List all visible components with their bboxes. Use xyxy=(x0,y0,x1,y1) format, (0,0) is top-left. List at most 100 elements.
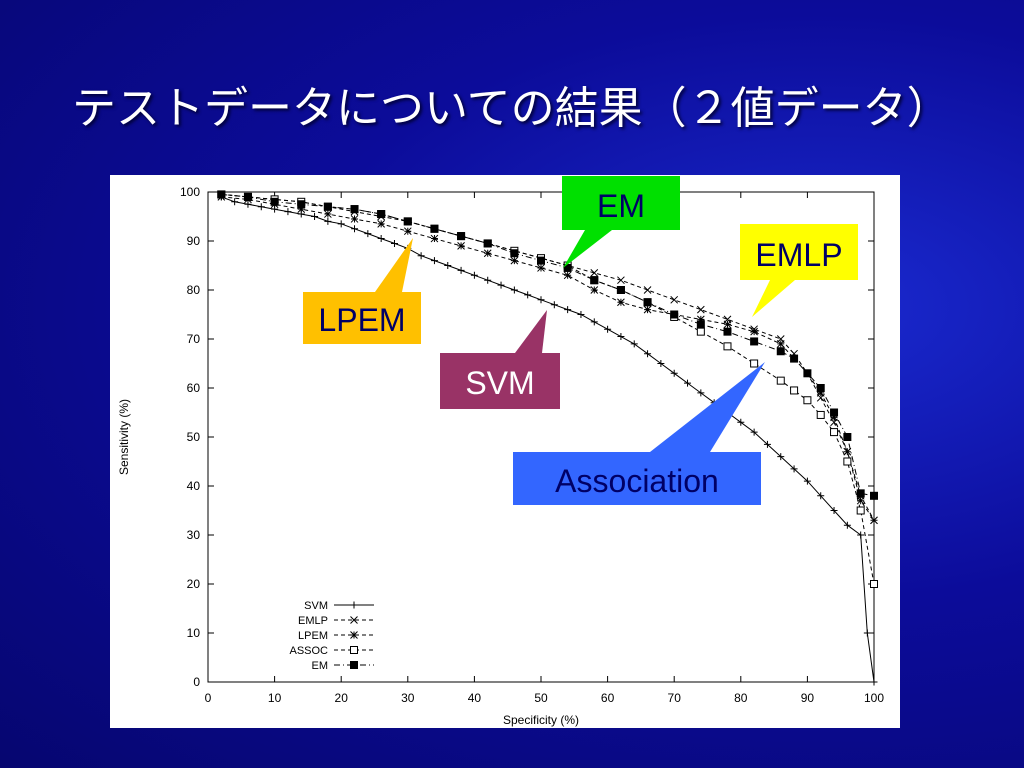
y-tick-label: 30 xyxy=(187,528,201,542)
series-svm-point xyxy=(590,318,598,326)
series-em-point xyxy=(790,354,799,363)
series-svm-point xyxy=(337,220,345,228)
legend-label: EMLP xyxy=(298,615,328,627)
series-em-point xyxy=(870,491,878,500)
series-lpem-point xyxy=(870,516,878,525)
legend-lpem-point xyxy=(350,631,358,639)
series-svm-point xyxy=(497,281,505,289)
series-em-point xyxy=(563,263,572,272)
series-em-point xyxy=(590,276,599,285)
x-tick-label: 10 xyxy=(268,691,282,705)
series-svm-point xyxy=(604,325,612,333)
series-em-point xyxy=(483,239,492,248)
y-axis-ticks: 0 10 20 30 40 50 60 70 80 90 100 xyxy=(180,185,874,689)
series-svm-point xyxy=(803,477,811,485)
legend-label: ASSOC xyxy=(289,645,328,657)
y-tick-label: 10 xyxy=(187,626,201,640)
series-assoc xyxy=(217,190,878,588)
x-tick-label: 90 xyxy=(801,691,815,705)
series-lpem-point xyxy=(856,496,865,505)
series-em-point xyxy=(616,286,625,294)
series-emlp-line xyxy=(221,193,875,521)
series-emlp-point xyxy=(617,276,625,285)
sensitivity-specificity-chart: 0 10 20 30 40 50 60 70 80 90 100 0 10 20 30 40 50 60 70 80… xyxy=(117,185,884,727)
series-svm-point xyxy=(577,311,585,318)
series-svm-point xyxy=(457,266,465,274)
series-em-point xyxy=(537,256,545,265)
series-svm-point xyxy=(444,262,452,269)
series-lpem-point xyxy=(297,205,306,214)
x-tick-label: 30 xyxy=(401,691,415,705)
legend: SVM EMLP LPEM ASSOC EM xyxy=(289,600,374,672)
series-svm-point xyxy=(870,678,878,686)
series-svm-point xyxy=(657,360,665,367)
series-svm-point xyxy=(351,225,359,233)
series-em-point xyxy=(856,489,865,498)
series-em-point xyxy=(297,200,306,209)
series-lpem-point xyxy=(750,327,758,336)
series-em xyxy=(217,190,878,500)
series-svm-point xyxy=(231,198,239,206)
series-lpem-point xyxy=(643,305,652,314)
x-tick-label: 0 xyxy=(205,691,212,705)
y-tick-label: 90 xyxy=(187,234,201,248)
chart-panel: 0 10 20 30 40 50 60 70 80 90 100 0 10 20 30 40 50 60 70 80… xyxy=(110,175,900,728)
series-em-point xyxy=(270,197,279,206)
series-svm-point xyxy=(430,257,438,265)
series-em-point xyxy=(350,205,359,214)
series-svm-point xyxy=(311,213,319,220)
series-lpem-point xyxy=(457,242,465,250)
series-em-line xyxy=(221,193,875,497)
series-em-point xyxy=(803,369,812,378)
series-svm-point xyxy=(830,507,838,514)
series-svm-point xyxy=(417,252,425,260)
series-svm-point xyxy=(857,531,865,539)
series-lpem-point xyxy=(590,286,599,294)
series-lpem-point xyxy=(510,256,519,265)
series-svm-point xyxy=(390,239,398,247)
y-tick-label: 40 xyxy=(187,479,201,493)
series-svm-point xyxy=(324,217,332,225)
series-emlp-point xyxy=(590,268,599,277)
series-assoc-point xyxy=(843,457,852,466)
series-assoc-point xyxy=(856,506,865,515)
series-svm-point xyxy=(257,203,265,211)
series-assoc-point xyxy=(816,410,825,419)
series-svm-point xyxy=(537,296,545,304)
series-assoc-point xyxy=(803,396,812,405)
series-svm-point xyxy=(777,453,785,461)
series-lpem-point xyxy=(403,227,412,236)
series-svm-point xyxy=(670,369,678,377)
x-tick-label: 20 xyxy=(335,691,349,705)
series-lpem-point xyxy=(696,315,705,324)
y-tick-label: 20 xyxy=(187,577,201,591)
series-lpem-point xyxy=(830,413,838,422)
series-assoc-point xyxy=(790,386,799,395)
series-em-point xyxy=(843,433,852,441)
series-svm-point xyxy=(630,340,638,348)
series-em-point xyxy=(723,327,732,336)
series-svm-point xyxy=(763,440,771,448)
series-svm-point xyxy=(817,492,825,500)
series-assoc-point xyxy=(696,327,705,336)
series-svm-point xyxy=(863,629,871,637)
y-tick-label: 100 xyxy=(180,185,200,199)
series-em-point xyxy=(403,217,412,226)
series-em-point xyxy=(430,224,439,233)
x-tick-label: 100 xyxy=(864,691,884,705)
series-lpem xyxy=(217,193,878,525)
series-svm-point xyxy=(710,399,718,407)
series-lpem-point xyxy=(617,298,625,307)
series-em-point xyxy=(457,232,466,241)
legend-svm-point xyxy=(350,601,358,609)
series-lpem-point xyxy=(723,320,732,329)
x-tick-label: 40 xyxy=(468,691,482,705)
series-lpem-point xyxy=(843,447,852,456)
series-svm-point xyxy=(684,379,692,387)
series-lpem-line xyxy=(221,196,875,521)
legend-emlp-point xyxy=(350,616,358,624)
slide-title: テストデータについての結果（２値データ） xyxy=(72,83,951,134)
series-svm-point xyxy=(364,230,372,238)
series-em-point xyxy=(816,384,825,392)
series-lpem-point xyxy=(537,264,545,272)
